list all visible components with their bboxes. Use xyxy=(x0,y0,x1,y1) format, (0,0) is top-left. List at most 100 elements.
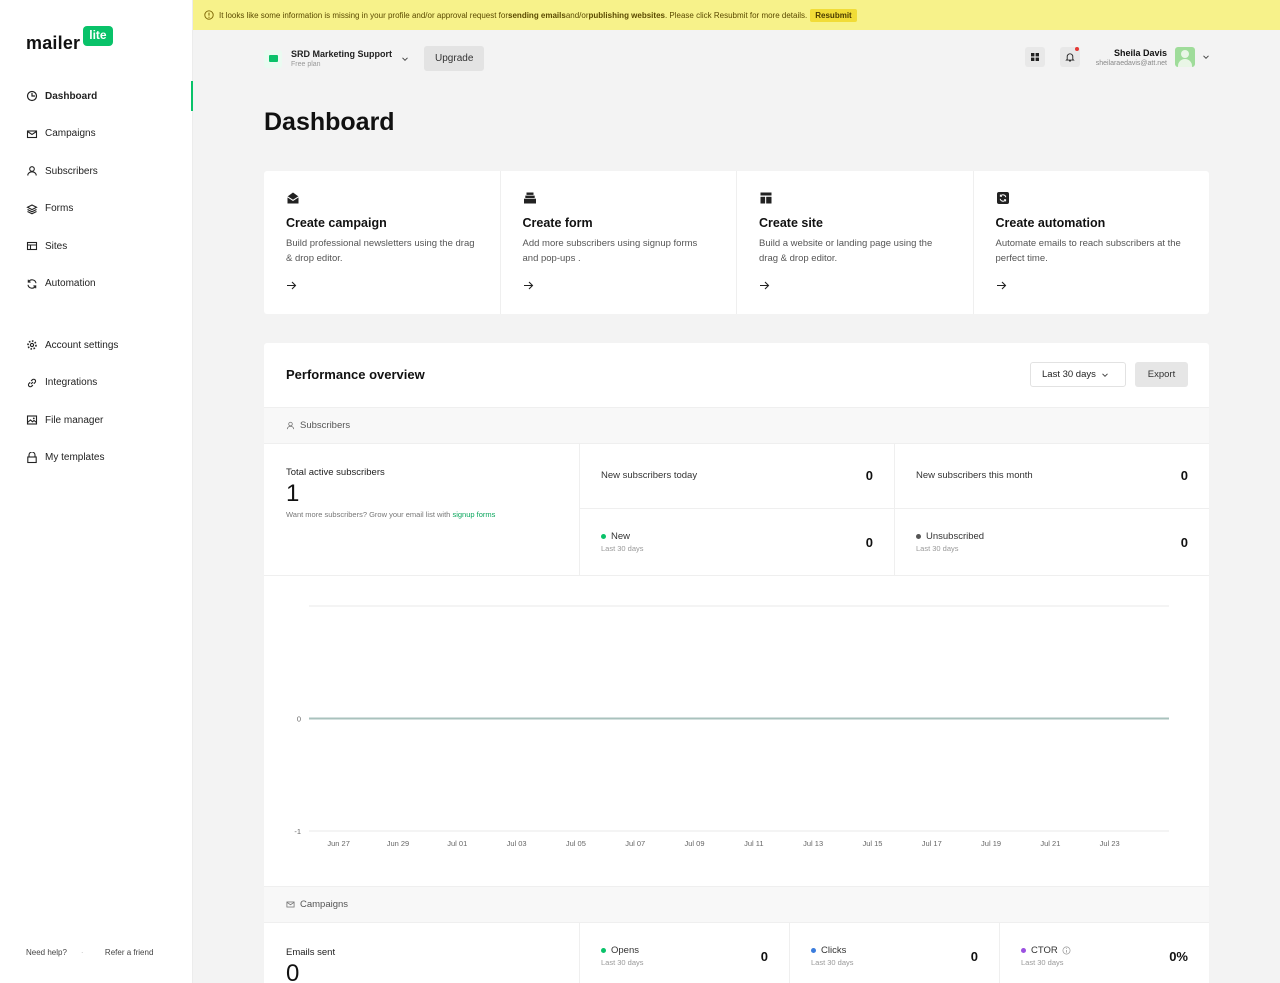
card-description: Build a website or landing page using th… xyxy=(759,238,933,264)
sidebar-item-integrations[interactable]: Integrations xyxy=(0,368,193,398)
emails-sent: Emails sent 0 xyxy=(286,947,335,983)
legend-dot xyxy=(916,533,921,539)
sidebar-item-dashboard[interactable]: Dashboard xyxy=(0,81,193,111)
create-campaign-card[interactable]: Create campaign Build professional newsl… xyxy=(264,171,501,314)
performance-title: Performance overview xyxy=(286,367,425,382)
banner-bold-1: sending emails xyxy=(508,10,566,20)
mailerlite-logo[interactable]: mailer lite xyxy=(26,26,113,54)
stat-label: Unsubscribed xyxy=(916,531,984,542)
arrow-right-icon[interactable] xyxy=(996,280,1007,291)
x-tick-label: Jul 11 xyxy=(744,839,763,848)
need-help-link[interactable]: Need help? xyxy=(26,948,67,957)
notification-dot xyxy=(1074,47,1079,51)
resubmit-button[interactable]: Resubmit xyxy=(810,8,857,22)
x-tick-label: Jul 07 xyxy=(625,839,645,848)
sidebar-item-label: Dashboard xyxy=(45,90,98,102)
sidebar-item-my-templates[interactable]: My templates xyxy=(0,443,193,473)
sidebar-item-label: Forms xyxy=(45,203,74,214)
sidebar-item-label: Campaigns xyxy=(45,128,96,139)
chevron-down-icon[interactable] xyxy=(1202,53,1210,61)
x-tick-label: Jun 29 xyxy=(387,839,410,848)
stat-label: New subscribers today xyxy=(601,470,698,481)
sidebar-item-subscribers[interactable]: Subscribers xyxy=(0,156,193,186)
quick-actions: Create campaign Build professional newsl… xyxy=(264,171,1209,314)
x-tick-label: Jul 19 xyxy=(981,839,1001,848)
x-tick-label: Jul 23 xyxy=(1100,839,1120,848)
create-automation-card[interactable]: Create automation Automate emails to rea… xyxy=(974,171,1210,314)
new-month-cell: New subscribers this month 0 xyxy=(894,444,1209,509)
sidebar-item-sites[interactable]: Sites xyxy=(0,231,193,261)
stat-value: 0 xyxy=(970,949,978,964)
stat-value: 0 xyxy=(1180,535,1188,550)
bell-icon xyxy=(1065,53,1075,62)
label-text: New xyxy=(611,531,631,542)
x-tick-label: Jul 03 xyxy=(507,839,527,848)
stat-label: Clicks xyxy=(811,945,846,956)
sidebar-item-account-settings[interactable]: Account settings xyxy=(0,330,193,360)
arrow-right-icon[interactable] xyxy=(759,280,770,291)
user-info[interactable]: Sheila Davis sheilaraedavis@att.net xyxy=(1096,48,1167,67)
stat-sublabel: Last 30 days xyxy=(1021,958,1064,967)
signup-forms-link[interactable]: signup forms xyxy=(452,510,496,519)
logo-badge: lite xyxy=(83,26,113,46)
total-hint: Want more subscribers? Grow your email l… xyxy=(286,510,495,519)
total-active-subscribers: Total active subscribers 1 Want more sub… xyxy=(286,467,495,519)
subscribers-section-header: Subscribers xyxy=(264,407,1209,444)
stat-value: 0 xyxy=(865,468,873,483)
account-switcher[interactable]: SRD Marketing Support Free plan Upgrade xyxy=(264,46,485,71)
apps-button[interactable] xyxy=(1024,47,1045,67)
stat-sublabel: Last 30 days xyxy=(916,544,959,553)
clicks-cell: Clicks Last 30 days 0 xyxy=(789,923,999,983)
sidebar: mailer lite Dashboard Campaigns Subscrib… xyxy=(0,0,193,983)
card-description: Add more subscribers using signup forms … xyxy=(522,238,698,264)
chevron-down-icon xyxy=(1102,372,1108,377)
mail-icon xyxy=(26,128,38,140)
create-form-card[interactable]: Create form Add more subscribers using s… xyxy=(501,171,737,314)
main-nav: Dashboard Campaigns Subscribers Forms Si… xyxy=(0,81,193,306)
sidebar-item-label: Integrations xyxy=(45,377,98,388)
section-title: Subscribers xyxy=(300,420,351,431)
legend-dot xyxy=(811,947,816,953)
card-description: Build professional newsletters using the… xyxy=(286,238,475,264)
info-icon[interactable] xyxy=(1062,946,1071,955)
template-icon xyxy=(26,451,38,464)
banner-bold-2: publishing websites xyxy=(588,10,665,20)
unsubscribed-cell: Unsubscribed Last 30 days 0 xyxy=(894,509,1209,575)
sidebar-item-campaigns[interactable]: Campaigns xyxy=(0,119,193,149)
total-value: 1 xyxy=(286,480,300,507)
export-button[interactable]: Export xyxy=(1135,362,1188,387)
sidebar-item-automation[interactable]: Automation xyxy=(0,269,193,299)
warning-icon xyxy=(204,10,214,20)
arrow-right-icon[interactable] xyxy=(523,280,534,291)
x-tick-label: Jun 27 xyxy=(327,839,350,848)
account-plan: Free plan xyxy=(291,61,321,68)
notifications-button[interactable] xyxy=(1059,47,1080,67)
card-title: Create site xyxy=(759,216,823,230)
sidebar-item-forms[interactable]: Forms xyxy=(0,194,193,224)
create-site-card[interactable]: Create site Build a website or landing p… xyxy=(737,171,974,314)
stat-label: Opens xyxy=(601,945,639,956)
sidebar-item-label: Sites xyxy=(45,240,68,252)
sidebar-item-label: Subscribers xyxy=(45,165,98,177)
sidebar-item-label: My templates xyxy=(45,452,105,463)
upgrade-button[interactable]: Upgrade xyxy=(424,46,485,71)
envelope-open-icon xyxy=(287,192,299,204)
card-description: Automate emails to reach subscribers at … xyxy=(995,238,1181,264)
chevron-down-icon xyxy=(402,56,408,61)
stat-sublabel: Last 30 days xyxy=(601,958,644,967)
avatar[interactable] xyxy=(1175,47,1195,67)
top-right-controls: Sheila Davis sheilaraedavis@att.net xyxy=(1024,47,1210,67)
refer-friend-link[interactable]: Refer a friend xyxy=(104,948,154,957)
sidebar-footer: Need help? · Refer a friend xyxy=(26,948,153,957)
arrow-right-icon[interactable] xyxy=(286,280,297,291)
sidebar-item-file-manager[interactable]: File manager xyxy=(0,405,193,435)
date-range-select[interactable]: Last 30 days xyxy=(1030,362,1126,387)
x-tick-label: Jul 21 xyxy=(1040,839,1060,848)
x-tick-label: Jul 05 xyxy=(566,839,586,848)
campaigns-section-header: Campaigns xyxy=(264,886,1209,923)
x-tick-label: Jul 15 xyxy=(862,839,882,848)
stat-value: 0 xyxy=(865,535,873,550)
y-tick-label: -1 xyxy=(294,827,301,836)
label-text: CTOR xyxy=(1031,945,1058,956)
card-title: Create form xyxy=(522,216,593,230)
